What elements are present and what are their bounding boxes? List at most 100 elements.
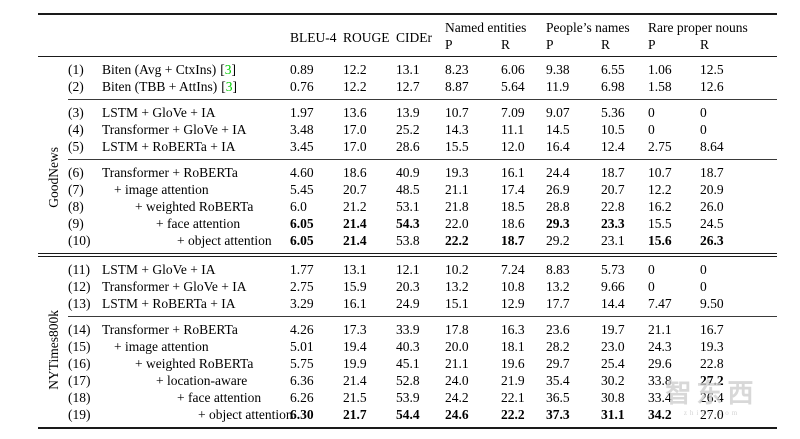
section-divider-line (38, 253, 778, 257)
value-cell: 12.7 (396, 79, 420, 94)
value-cell: 24.6 (445, 407, 469, 422)
col-group-named-entities: Named entities (445, 20, 527, 35)
value-cell: 5.36 (601, 99, 649, 121)
table-row: (9) + face attention 6.05 21.4 54.3 22.0 18.6 2… (38, 215, 777, 232)
value-cell: 26.4 (700, 390, 724, 405)
captioning-results-table: BLEU-4 ROUGE CIDEr Named entities People… (38, 13, 778, 429)
section-divider (38, 253, 778, 257)
value-cell: 24.3 (648, 339, 672, 354)
value-cell: 21.8 (445, 199, 469, 214)
value-cell: 15.5 (445, 139, 469, 154)
value-cell: 21.4 (343, 373, 367, 388)
table-row: (18) + face attention 6.26 21.5 53.9 24.2 22.1… (38, 389, 777, 406)
model-label-cell: (1) Biten (Avg + CtxIns) [3] (68, 57, 290, 79)
model-label-cell: (17) + location-aware (68, 372, 290, 389)
table-row: (14) Transformer + RoBERTa 4.26 17.3 33.9 17.… (38, 316, 778, 338)
value-cell: 24.4 (546, 159, 602, 181)
value-cell: 3.48 (290, 122, 314, 137)
subcol-rpn-recall: R (700, 37, 710, 52)
model-label-cell: (10) + object attention (68, 232, 290, 254)
value-cell: 6.55 (601, 62, 625, 77)
citation-number[interactable]: 3 (225, 79, 233, 94)
value-cell: 8.87 (445, 79, 469, 94)
value-cell: 17.8 (445, 316, 501, 338)
value-cell: 6.26 (290, 390, 314, 405)
citation-link[interactable]: [3] (220, 62, 236, 77)
value-cell: 19.4 (343, 339, 367, 354)
value-cell: 26.9 (546, 182, 570, 197)
citation-number[interactable]: 3 (224, 62, 232, 77)
model-label-cell: (5) LSTM + RoBERTa + IA (68, 138, 290, 160)
model-label-cell: (14) Transformer + RoBERTa (68, 316, 290, 338)
value-cell: 34.2 (648, 407, 672, 422)
value-cell: 30.8 (601, 390, 625, 405)
model-name: + image attention (114, 339, 209, 354)
value-cell: 17.0 (343, 122, 367, 137)
value-cell: 1.58 (648, 79, 672, 94)
value-cell: 26.3 (700, 233, 724, 248)
dataset-vertical-label: GoodNews (45, 146, 61, 208)
value-cell: 12.2 (343, 79, 367, 94)
value-cell: 17.0 (343, 139, 367, 154)
value-cell: 6.05 (290, 233, 314, 248)
value-cell: 16.1 (343, 296, 367, 311)
row-number: (10) (68, 233, 91, 248)
value-cell: 9.50 (700, 296, 724, 311)
value-cell: 20.7 (601, 182, 625, 197)
value-cell: 0 (648, 279, 655, 294)
value-cell: 37.3 (546, 407, 570, 422)
citation-link[interactable]: [3] (221, 79, 237, 94)
value-cell: 24.9 (396, 296, 420, 311)
value-cell: 27.2 (700, 373, 724, 388)
results-table: BLEU-4 ROUGE CIDEr Named entities People… (38, 13, 778, 429)
value-cell: 14.5 (546, 122, 570, 137)
row-number: (2) (68, 79, 84, 94)
value-cell: 17.4 (501, 182, 525, 197)
value-cell: 16.3 (501, 316, 547, 338)
value-cell: 11.9 (546, 79, 570, 94)
value-cell: 10.2 (445, 262, 469, 277)
group-col-spacer (38, 14, 68, 57)
value-cell: 6.05 (290, 216, 314, 231)
value-cell: 24.0 (445, 373, 469, 388)
value-cell: 22.1 (501, 390, 525, 405)
value-cell: 4.26 (290, 316, 343, 338)
value-cell: 31.1 (601, 407, 625, 422)
table-row: (3) LSTM + GloVe + IA 1.97 13.6 13.9 10.7 7.09… (38, 99, 778, 121)
value-cell: 2.75 (648, 139, 672, 154)
model-name: LSTM + RoBERTa + IA (102, 296, 236, 311)
table-row: (19) + object attention 6.30 21.7 54.4 24.6 22… (38, 406, 777, 428)
value-cell: 21.7 (343, 407, 367, 422)
value-cell: 23.3 (601, 216, 625, 231)
value-cell: 12.2 (343, 62, 367, 77)
value-cell: 12.2 (648, 182, 672, 197)
value-cell: 52.8 (396, 373, 420, 388)
model-label-cell: (7) + image attention (68, 181, 290, 198)
table-row: GoodNews (1) Biten (Avg + CtxIns) [3] 0.89 12… (38, 57, 777, 207)
value-cell: 9.07 (546, 99, 602, 121)
value-cell: 19.6 (501, 356, 525, 371)
table-row: (8) + weighted RoBERTa 6.0 21.2 53.1 21.8 18.5… (38, 198, 777, 215)
value-cell: 24.2 (445, 390, 469, 405)
value-cell: 5.01 (290, 339, 314, 354)
value-cell: 12.1 (396, 262, 420, 277)
model-label-cell: (2) Biten (TBB + AttIns) [3] (68, 78, 290, 100)
col-header-bleu4: BLEU-4 (290, 30, 337, 45)
table-row: (15) + image attention 5.01 19.4 40.3 20.0 18.… (38, 338, 777, 355)
value-cell: 14.3 (445, 122, 469, 137)
value-cell: 12.6 (700, 79, 724, 94)
row-number: (12) (68, 279, 91, 294)
value-cell: 0 (648, 99, 701, 121)
value-cell: 21.1 (445, 356, 469, 371)
value-cell: 8.83 (546, 262, 570, 277)
value-cell: 21.9 (501, 373, 525, 388)
value-cell: 15.1 (445, 296, 469, 311)
model-label-cell: (4) Transformer + GloVe + IA (68, 121, 290, 138)
row-number: (6) (68, 165, 84, 180)
model-name: + face attention (177, 390, 262, 405)
model-label-cell: (15) + image attention (68, 338, 290, 355)
model-label-cell: (8) + weighted RoBERTa (68, 198, 290, 215)
value-cell: 29.7 (546, 356, 570, 371)
model-label-cell: (6) Transformer + RoBERTa (68, 159, 290, 181)
col-group-peoples-names: People’s names (546, 20, 630, 35)
